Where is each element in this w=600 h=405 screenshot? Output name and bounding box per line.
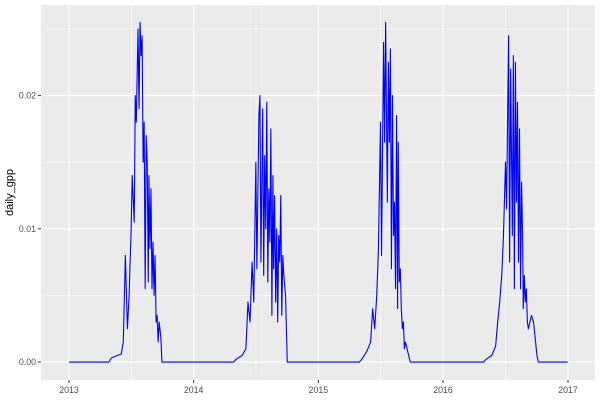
y-tick-label: 0.02	[19, 91, 36, 101]
y-axis: 0.00 0.01 0.02	[19, 91, 41, 367]
x-tick-label: 2015	[309, 385, 329, 395]
x-tick-label: 2016	[433, 385, 453, 395]
series-line-daily-gpp	[69, 21, 568, 363]
y-tick-label: 0.00	[19, 357, 36, 367]
x-tick-label: 2014	[184, 385, 204, 395]
y-tick-label: 0.01	[19, 224, 36, 234]
major-gridlines	[41, 5, 595, 380]
x-tick-label: 2013	[59, 385, 79, 395]
x-tick-label: 2017	[558, 385, 578, 395]
x-axis: 2013 2014 2015 2016 2017	[59, 380, 578, 395]
y-axis-label: daily_gpp	[4, 169, 16, 216]
